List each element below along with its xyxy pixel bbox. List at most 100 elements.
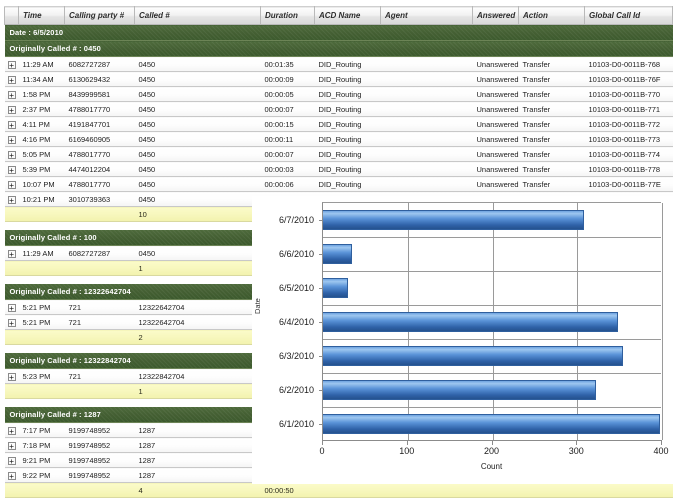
chart-gridline-horizontal <box>323 237 661 238</box>
chart-bar <box>323 379 596 401</box>
chart-x-tick-mark <box>406 440 408 445</box>
expand-row-icon[interactable]: + <box>7 75 16 85</box>
column-header-action[interactable]: Action <box>518 6 585 25</box>
cell-time: 11:29 AM <box>18 56 65 72</box>
expand-row-icon[interactable]: + <box>7 120 16 130</box>
column-header-time[interactable]: Time <box>18 6 65 25</box>
table-row: +4:16 PM 6169460905 0450 00:00:11 DID_Routin… <box>4 131 673 147</box>
chart-x-axis-line <box>322 440 661 441</box>
expand-row-icon[interactable]: + <box>7 441 16 451</box>
expand-row-icon[interactable]: + <box>7 60 16 70</box>
column-header-answered[interactable]: Answered <box>472 6 519 25</box>
cell-called: 12322842704 <box>134 368 261 384</box>
cell-action: Transfer <box>518 131 585 147</box>
group-band-label: Originally Called # : 0450 <box>4 40 673 57</box>
chart-y-tick-label: 6/6/2010 <box>278 249 314 259</box>
cell-time: 1:58 PM <box>18 86 65 102</box>
expand-row-icon[interactable]: + <box>7 249 16 259</box>
cell-time: 5:39 PM <box>18 161 65 177</box>
expand-row-icon[interactable]: + <box>7 165 16 175</box>
cell-answered: Unanswered <box>472 116 519 132</box>
expand-cell: + <box>4 467 19 483</box>
cell-duration: 00:00:09 <box>260 71 315 87</box>
cell-duration: 00:00:03 <box>260 161 315 177</box>
cell-agent <box>380 86 473 102</box>
cell-calling: 3010739363 <box>64 191 135 207</box>
cell-gcid: 10103-D0-0011B-773 <box>584 131 673 147</box>
expand-row-icon[interactable]: + <box>7 150 16 160</box>
expand-cell: + <box>4 437 19 453</box>
total-count: 1 <box>134 260 261 276</box>
column-header-calling[interactable]: Calling party # <box>64 6 135 25</box>
column-header-agent[interactable]: Agent <box>380 6 473 25</box>
cell-called: 12322642704 <box>134 299 261 315</box>
chart-y-tick-label: 6/2/2010 <box>278 385 314 395</box>
cell-time: 11:34 AM <box>18 71 65 87</box>
total-cell-calling <box>64 329 135 345</box>
report-viewer: Time Calling party # Called # Duration ACD N… <box>4 6 673 498</box>
expand-row-icon[interactable]: + <box>7 180 16 190</box>
column-header-acd[interactable]: ACD Name <box>314 6 381 25</box>
expand-row-icon[interactable]: + <box>7 90 16 100</box>
expand-cell: + <box>4 101 19 117</box>
column-header-gcid[interactable]: Global Call Id <box>584 6 673 25</box>
chart-y-tick-label: 6/4/2010 <box>278 317 314 327</box>
chart-x-tick-mark <box>576 440 578 445</box>
column-header-duration[interactable]: Duration <box>260 6 315 25</box>
expand-cell: + <box>4 161 19 177</box>
expand-row-icon[interactable]: + <box>7 105 16 115</box>
cell-called: 1287 <box>134 467 261 483</box>
total-count: 2 <box>134 329 261 345</box>
expand-row-icon[interactable]: + <box>7 195 16 205</box>
cell-called: 0450 <box>134 191 261 207</box>
cell-called: 0450 <box>134 86 261 102</box>
chart-x-tick-label: 200 <box>483 446 500 456</box>
expand-row-icon[interactable]: + <box>7 372 16 382</box>
cell-action: Transfer <box>518 146 585 162</box>
expand-row-icon[interactable]: + <box>7 456 16 466</box>
cell-calling: 9199748952 <box>64 467 135 483</box>
expand-row-icon[interactable]: + <box>7 318 16 328</box>
chart-y-tick-mark <box>319 220 323 221</box>
chart-bar <box>323 209 585 231</box>
chart-y-tick-mark <box>319 288 323 289</box>
cell-called: 0450 <box>134 101 261 117</box>
cell-acd: DID_Routing <box>314 146 381 162</box>
cell-time: 5:23 PM <box>18 368 65 384</box>
cell-duration: 00:00:11 <box>260 131 315 147</box>
chart-bar <box>323 311 618 333</box>
cell-calling: 6082727287 <box>64 56 135 72</box>
expand-row-icon[interactable]: + <box>7 135 16 145</box>
total-cell-calling <box>64 260 135 276</box>
expand-row-icon[interactable]: + <box>7 471 16 481</box>
expand-cell: + <box>4 131 19 147</box>
date-group-label: Date : 6/5/2010 <box>4 24 673 41</box>
table-row: +1:58 PM 8439999581 0450 00:00:05 DID_Routin… <box>4 86 673 102</box>
cell-called: 0450 <box>134 245 261 261</box>
cell-agent <box>380 116 473 132</box>
chart-x-axis: 0 100 200 300 400 Count <box>319 440 669 484</box>
chart-y-tick-mark <box>319 424 323 425</box>
cell-called: 0450 <box>134 71 261 87</box>
cell-action: Transfer <box>518 101 585 117</box>
chart-y-axis-title: Date <box>253 298 262 314</box>
cell-time: 9:22 PM <box>18 467 65 483</box>
cell-calling: 4788017770 <box>64 146 135 162</box>
cell-time: 7:17 PM <box>18 422 65 438</box>
cell-called: 0450 <box>134 116 261 132</box>
cell-time: 5:21 PM <box>18 299 65 315</box>
expand-row-icon[interactable]: + <box>7 426 16 436</box>
cell-calling: 9199748952 <box>64 422 135 438</box>
cell-called: 1287 <box>134 437 261 453</box>
table-header-row: Time Calling party # Called # Duration ACD N… <box>4 6 673 25</box>
chart-gridline-horizontal <box>323 339 661 340</box>
cell-time: 2:37 PM <box>18 101 65 117</box>
column-header-called[interactable]: Called # <box>134 6 261 25</box>
expand-cell: + <box>4 368 19 384</box>
cell-called: 1287 <box>134 422 261 438</box>
expand-cell: + <box>4 176 19 192</box>
chart-x-axis-title: Count <box>480 462 503 471</box>
chart-y-tick-label: 6/7/2010 <box>278 215 314 225</box>
chart-bar <box>323 413 661 435</box>
expand-row-icon[interactable]: + <box>7 303 16 313</box>
